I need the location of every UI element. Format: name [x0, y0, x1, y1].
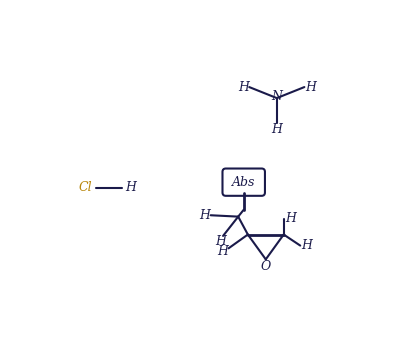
Text: H: H: [305, 81, 316, 93]
Text: H: H: [199, 209, 210, 222]
Text: H: H: [238, 81, 249, 93]
Text: H: H: [302, 239, 312, 252]
Text: Cl: Cl: [79, 181, 92, 194]
Text: N: N: [271, 90, 282, 103]
Text: H: H: [217, 245, 228, 258]
Text: Abs: Abs: [232, 176, 255, 189]
Text: H: H: [125, 181, 136, 194]
Text: H: H: [215, 236, 226, 248]
Text: H: H: [271, 123, 282, 136]
Text: H: H: [285, 212, 296, 224]
FancyBboxPatch shape: [222, 169, 265, 196]
Text: O: O: [261, 260, 271, 273]
